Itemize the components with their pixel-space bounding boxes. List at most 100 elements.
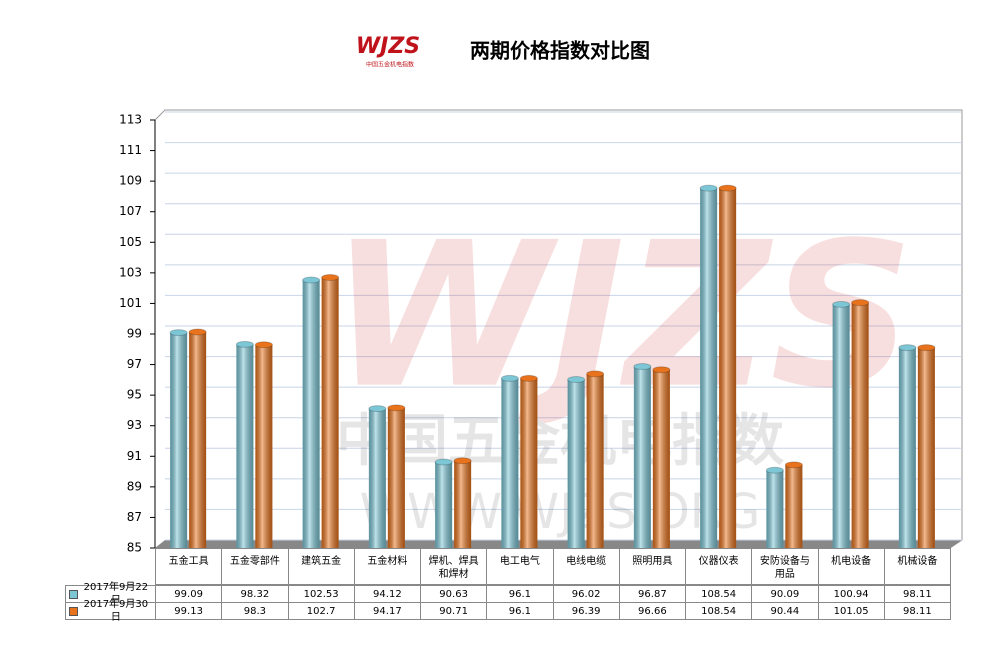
value-label: 98.11 xyxy=(883,602,951,620)
bar-shine xyxy=(236,344,254,548)
bar-shine xyxy=(898,347,916,548)
bar-shine xyxy=(302,280,320,548)
y-tick-label: 85 xyxy=(127,541,142,555)
y-tick-label: 103 xyxy=(119,265,142,279)
y-tick-label: 99 xyxy=(127,327,142,341)
bar-shine xyxy=(454,460,472,548)
bar-shine xyxy=(766,470,784,548)
bar xyxy=(500,374,519,548)
category-label: 焊机、焊具和焊材 xyxy=(420,548,488,585)
logo-mark: WJZS xyxy=(356,34,420,59)
watermark-logo: WJZS xyxy=(330,200,914,433)
bar xyxy=(434,458,453,548)
bar-shine xyxy=(255,344,273,548)
bar-shine xyxy=(633,366,651,548)
bar-cap xyxy=(453,457,472,465)
value-label: 96.66 xyxy=(618,602,686,620)
bar xyxy=(765,466,784,548)
value-label: 99.09 xyxy=(155,585,223,603)
legend-swatch xyxy=(69,606,78,616)
value-label: 98.11 xyxy=(883,585,951,603)
legend-label: 2017年9月30日 xyxy=(83,599,149,623)
y-tick-label: 107 xyxy=(119,204,142,218)
bar xyxy=(699,184,718,548)
y-tick-label: 89 xyxy=(127,479,142,493)
bar-cap xyxy=(387,404,406,412)
value-label: 101.05 xyxy=(817,602,885,620)
bar-cap xyxy=(765,466,784,474)
bar xyxy=(832,300,851,548)
bar xyxy=(652,366,671,548)
bar-cap xyxy=(832,300,851,308)
value-label: 90.44 xyxy=(751,602,819,620)
bar-cap xyxy=(169,329,188,337)
category-label: 建筑五金 xyxy=(287,548,355,585)
bar-shine xyxy=(785,464,803,548)
bar-shine xyxy=(368,408,386,548)
category-label: 电工电气 xyxy=(486,548,554,585)
bar-cap xyxy=(567,376,586,384)
bar xyxy=(235,340,254,548)
bar xyxy=(368,405,387,548)
bar-cap xyxy=(519,374,538,382)
category-label: 电线电缆 xyxy=(552,548,620,585)
bar xyxy=(898,344,917,548)
value-label: 102.53 xyxy=(287,585,355,603)
legend-entry: 2017年9月30日 xyxy=(65,599,156,623)
value-label: 96.87 xyxy=(618,585,686,603)
bar-cap xyxy=(235,340,254,348)
bar-cap xyxy=(500,374,519,382)
bar-cap xyxy=(434,458,453,466)
bar-shine xyxy=(387,407,405,548)
value-label: 96.02 xyxy=(552,585,620,603)
y-tick-label: 97 xyxy=(127,357,142,371)
category-label: 机电设备 xyxy=(817,548,885,585)
bar-cap xyxy=(652,366,671,374)
y-tick-label: 101 xyxy=(119,296,142,310)
bar-cap xyxy=(718,184,737,192)
y-tick-label: 111 xyxy=(119,143,142,157)
y-tick-label: 95 xyxy=(127,388,142,402)
value-label: 94.12 xyxy=(353,585,421,603)
bar-cap xyxy=(188,328,207,336)
bar xyxy=(387,404,406,548)
value-label: 90.71 xyxy=(420,602,488,620)
bar-cap xyxy=(784,461,803,469)
value-label: 96.1 xyxy=(486,585,554,603)
bar-cap xyxy=(302,276,321,284)
value-label: 90.09 xyxy=(751,585,819,603)
bar-shine xyxy=(170,332,188,548)
chart-title: 两期价格指数对比图 xyxy=(470,39,650,63)
watermark-site: WWW.WJZS.ORG xyxy=(360,484,761,540)
y-tick-label: 113 xyxy=(119,113,142,127)
bar xyxy=(718,184,737,548)
bar-cap xyxy=(586,370,605,378)
bar xyxy=(188,328,207,548)
bar-cap xyxy=(917,344,936,352)
legend-swatch xyxy=(69,589,78,599)
value-label: 98.32 xyxy=(221,585,289,603)
legend-label: 2017年9月22日 xyxy=(83,582,149,606)
bar xyxy=(169,329,188,548)
bar-shine xyxy=(321,277,339,548)
plot-floor xyxy=(155,540,962,548)
bar xyxy=(586,370,605,548)
bar xyxy=(567,376,586,548)
bar-cap xyxy=(633,363,652,371)
bar-cap xyxy=(368,405,387,413)
bar-shine xyxy=(832,304,850,548)
bar-shine xyxy=(586,373,604,548)
logo-name: 中国五金机电指数 xyxy=(366,61,414,69)
bar xyxy=(453,457,472,548)
category-label: 安防设备与用品 xyxy=(751,548,819,585)
value-label: 99.13 xyxy=(155,602,223,620)
bar xyxy=(519,374,538,548)
bar-shine xyxy=(917,347,935,548)
value-label: 102.7 xyxy=(287,602,355,620)
y-tick-label: 105 xyxy=(119,235,142,249)
bar xyxy=(784,461,803,548)
category-label: 仪器仪表 xyxy=(685,548,753,585)
bar xyxy=(254,341,273,548)
bar xyxy=(917,344,936,548)
